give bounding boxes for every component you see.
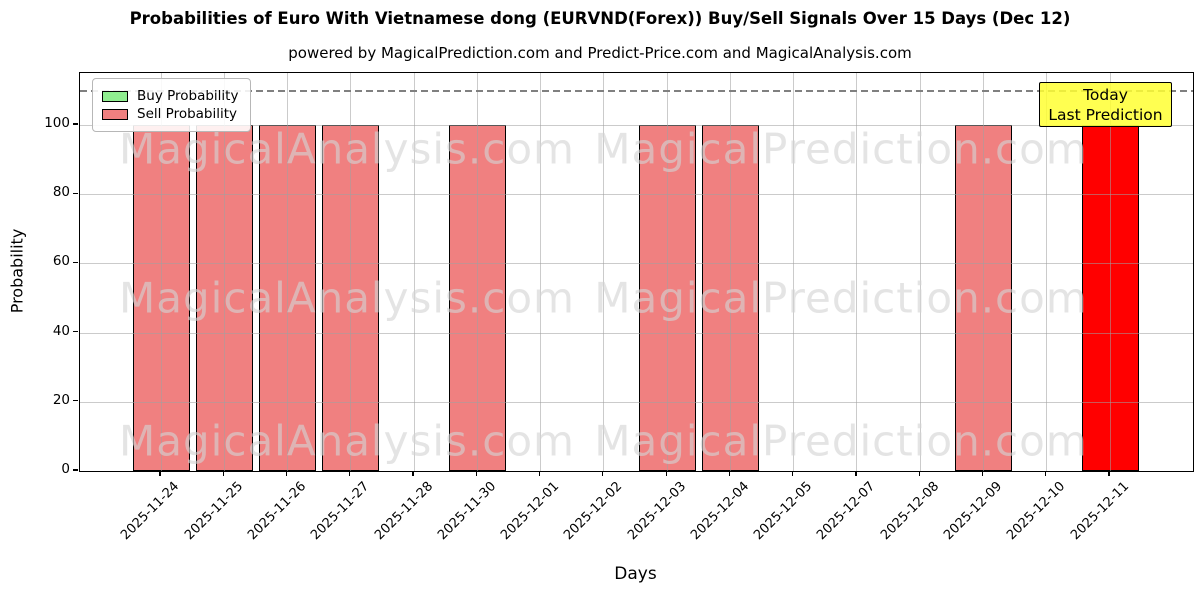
v-gridline-2025-12-11 [1109, 73, 1111, 471]
x-tick-label-2025-11-28: 2025-11-28 [371, 479, 436, 544]
y-tick-label-60: 60 [52, 253, 70, 270]
x-tickmark-2025-11-25 [222, 471, 224, 476]
v-gridline-2025-12-03 [666, 73, 668, 471]
x-tick-label-2025-12-11: 2025-12-11 [1067, 479, 1132, 544]
x-axis-label: Days [614, 564, 657, 584]
h-gridline-60 [80, 263, 1193, 265]
y-axis-label: Probability [7, 228, 27, 314]
x-tickmark-2025-12-05 [792, 471, 794, 476]
y-tickmark-80 [73, 192, 78, 194]
x-tickmark-2025-11-24 [159, 471, 161, 476]
v-gridline-2025-11-24 [160, 73, 162, 471]
today-annotation-box: Today Last Prediction [1039, 82, 1172, 127]
y-tickmark-100 [73, 123, 78, 125]
x-tick-label-2025-11-25: 2025-11-25 [181, 479, 246, 544]
x-tick-label-2025-11-26: 2025-11-26 [245, 479, 310, 544]
today-annotation-line1: Today [1083, 85, 1128, 104]
chart-subtitle: powered by MagicalPrediction.com and Pre… [288, 44, 912, 62]
y-tick-label-40: 40 [52, 322, 70, 339]
v-gridline-2025-12-04 [729, 73, 731, 471]
v-gridline-2025-12-05 [793, 73, 795, 471]
v-gridline-2025-11-28 [413, 73, 415, 471]
legend-item-buy: Buy Probability [102, 88, 238, 104]
y-tick-label-0: 0 [61, 461, 70, 477]
v-gridline-2025-12-02 [603, 73, 605, 471]
v-gridline-2025-12-01 [540, 73, 542, 471]
x-tick-label-2025-11-27: 2025-11-27 [308, 479, 373, 544]
x-tickmark-2025-11-28 [412, 471, 414, 476]
x-tickmark-2025-12-02 [602, 471, 604, 476]
h-gridline-40 [80, 332, 1193, 334]
legend: Buy Probability Sell Probability [92, 78, 252, 132]
v-gridline-2025-11-26 [287, 73, 289, 471]
x-tick-label-2025-12-09: 2025-12-09 [941, 479, 1006, 544]
y-tickmark-40 [73, 331, 78, 333]
x-tickmark-2025-12-11 [1108, 471, 1110, 476]
x-tick-label-2025-11-24: 2025-11-24 [118, 479, 183, 544]
plot-area: MagicalAnalysis.com MagicalPrediction.com… [79, 72, 1194, 472]
y-tickmark-0 [73, 469, 78, 471]
chart-title: Probabilities of Euro With Vietnamese do… [129, 9, 1071, 28]
sell-swatch [102, 108, 128, 120]
x-tickmark-2025-12-10 [1045, 471, 1047, 476]
v-gridline-2025-11-25 [223, 73, 225, 471]
x-tick-label-2025-12-04: 2025-12-04 [688, 479, 753, 544]
x-tickmark-2025-12-07 [855, 471, 857, 476]
h-gridline-100 [80, 125, 1193, 126]
legend-label-buy: Buy Probability [137, 88, 239, 104]
x-tickmark-2025-12-09 [981, 471, 984, 476]
legend-label-sell: Sell Probability [137, 106, 238, 122]
x-tick-label-2025-12-10: 2025-12-10 [1004, 479, 1069, 544]
threshold-dashed-line [80, 90, 1193, 92]
x-tickmark-2025-11-27 [349, 471, 351, 476]
h-gridline-80 [80, 194, 1193, 196]
x-tickmark-2025-11-30 [475, 471, 477, 476]
y-tickmark-20 [73, 400, 78, 402]
buy-swatch [102, 90, 128, 102]
x-tick-label-2025-12-08: 2025-12-08 [877, 479, 942, 544]
v-gridline-2025-12-07 [856, 73, 858, 471]
x-tick-label-2025-12-03: 2025-12-03 [624, 479, 689, 544]
x-tickmark-2025-12-04 [728, 471, 731, 476]
v-gridline-2025-12-09 [983, 73, 984, 471]
h-gridline-20 [80, 401, 1193, 403]
today-annotation-line2: Last Prediction [1048, 105, 1163, 124]
x-tickmark-2025-12-01 [539, 471, 541, 476]
y-tick-label-100: 100 [44, 115, 70, 131]
v-gridline-2025-12-08 [919, 73, 921, 471]
v-gridline-2025-11-30 [476, 73, 478, 471]
x-tick-label-2025-11-30: 2025-11-30 [434, 479, 499, 544]
x-tickmark-2025-11-26 [285, 471, 288, 476]
x-tickmark-2025-12-03 [665, 471, 667, 476]
x-tick-label-2025-12-07: 2025-12-07 [814, 479, 879, 544]
legend-item-sell: Sell Probability [102, 106, 238, 122]
v-gridline-2025-12-10 [1046, 73, 1048, 471]
x-tick-label-2025-12-01: 2025-12-01 [498, 479, 563, 544]
y-tickmark-60 [73, 261, 78, 263]
x-tick-label-2025-12-05: 2025-12-05 [751, 479, 816, 544]
v-gridline-2025-11-27 [350, 73, 352, 471]
y-tick-label-20: 20 [52, 391, 70, 408]
x-tick-label-2025-12-02: 2025-12-02 [561, 479, 626, 544]
x-tickmark-2025-12-08 [918, 471, 920, 476]
y-tick-label-80: 80 [52, 184, 70, 201]
